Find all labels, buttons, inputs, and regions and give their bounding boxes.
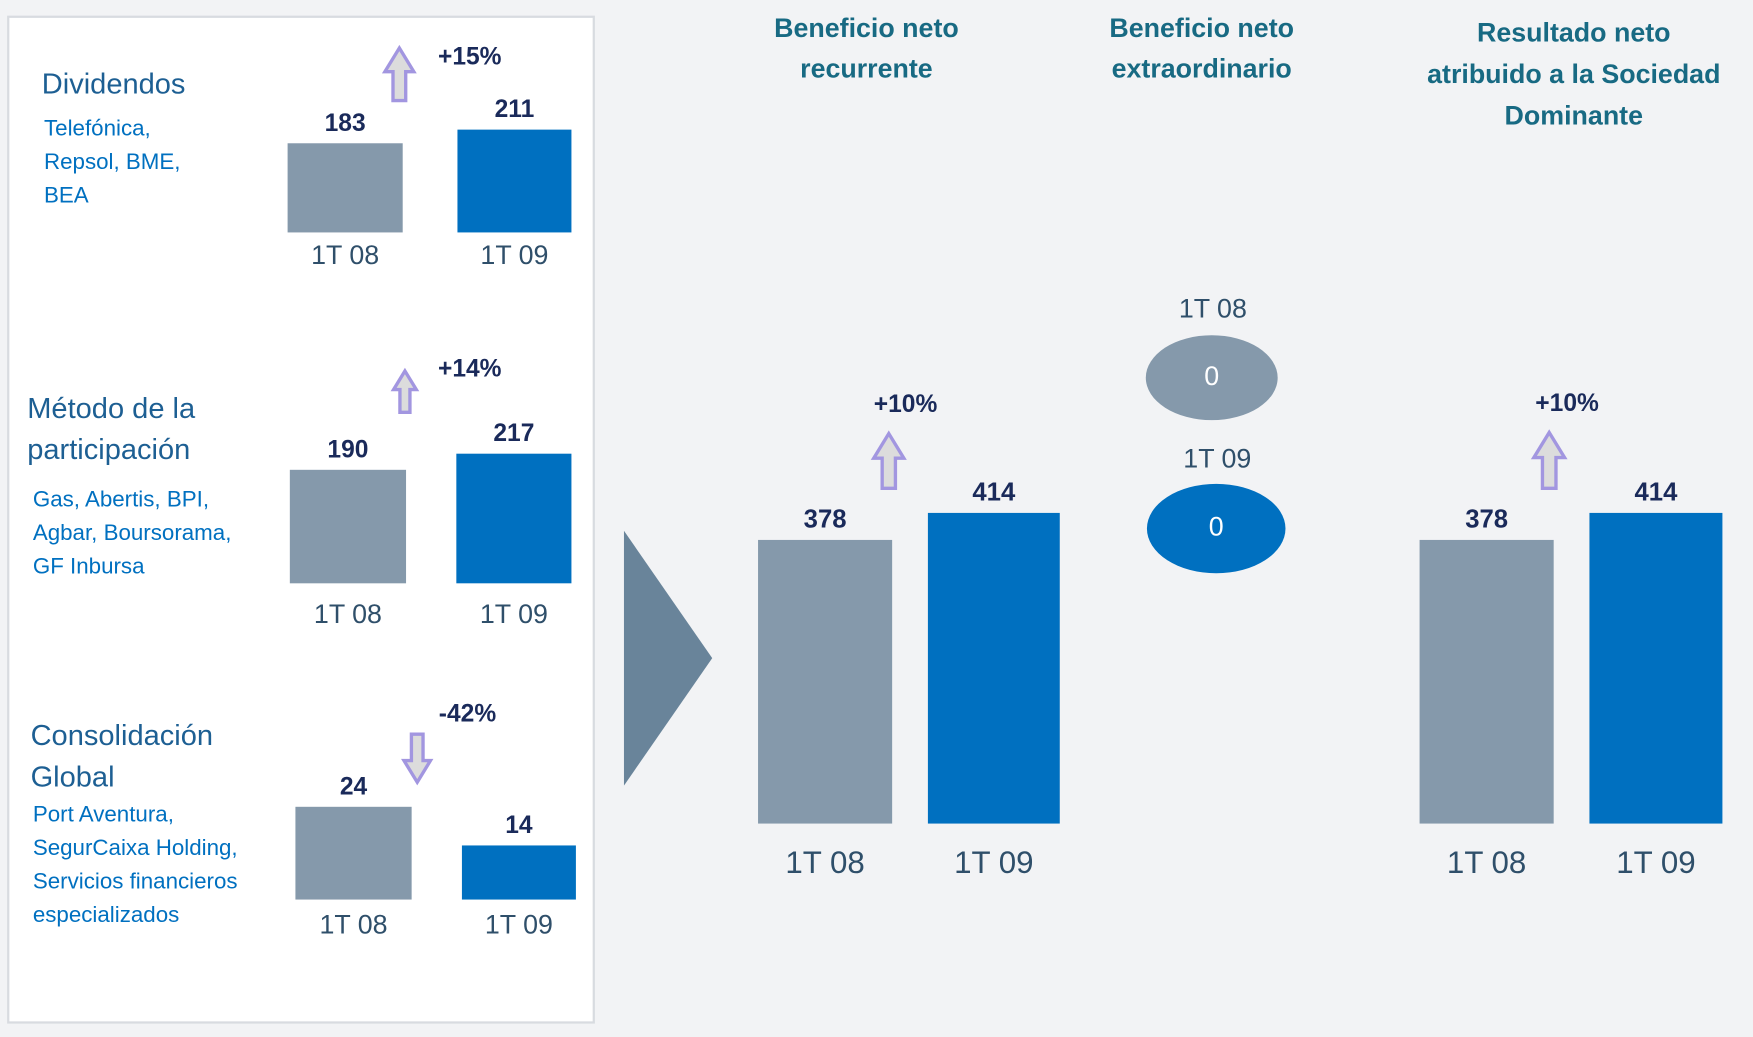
chart-subtitle: SegurCaixa Holding, <box>33 835 238 860</box>
bar <box>287 143 403 233</box>
change-arrow <box>870 430 907 491</box>
bar <box>456 453 572 584</box>
chart-title: Beneficio neto <box>1109 13 1294 43</box>
value-label: 183 <box>325 110 366 137</box>
category-label: 1T 09 <box>480 599 548 629</box>
category-label: 1T 08 <box>1447 845 1526 880</box>
chart-title: atribuido a la Sociedad <box>1427 59 1720 89</box>
chart-subtitle: GF Inbursa <box>33 554 145 579</box>
category-label: 1T 09 <box>1616 845 1695 880</box>
flow-arrow <box>623 530 713 786</box>
chart-title: Método de la <box>27 393 196 425</box>
chart-title: Dominante <box>1505 100 1643 130</box>
bar <box>289 469 407 584</box>
category-label: 1T 09 <box>1183 443 1251 473</box>
value-label: 190 <box>327 436 368 463</box>
bar <box>927 512 1060 824</box>
chart-title: Global <box>31 762 115 794</box>
change-arrow <box>1530 429 1568 491</box>
value-label: 14 <box>505 812 533 839</box>
value-label: 414 <box>972 479 1016 507</box>
change-label: +10% <box>874 391 938 418</box>
category-label: 1T 08 <box>314 599 382 629</box>
category-label: 1T 08 <box>311 240 379 270</box>
value-label: 378 <box>804 506 847 534</box>
bar <box>1419 539 1554 824</box>
chart-title: Resultado neto <box>1477 18 1671 48</box>
value-ellipse <box>1145 335 1278 421</box>
value-label: 217 <box>493 420 534 447</box>
chart-title: Beneficio neto <box>774 13 959 43</box>
value-label: 0 <box>1209 512 1224 542</box>
category-label: 1T 08 <box>785 845 864 880</box>
value-label: 378 <box>1465 506 1508 534</box>
chart-title: Consolidación <box>31 720 213 752</box>
chart-subtitle: BEA <box>44 183 89 208</box>
change-arrow <box>390 367 420 415</box>
value-label: 211 <box>495 96 535 123</box>
value-label: 0 <box>1204 361 1219 391</box>
bar <box>295 806 412 900</box>
bar <box>758 539 893 824</box>
category-label: 1T 09 <box>485 909 553 939</box>
chart-subtitle: Telefónica, <box>44 116 151 141</box>
change-label: +15% <box>438 44 502 71</box>
chart-subtitle: Agbar, Boursorama, <box>33 520 232 545</box>
change-label: +14% <box>438 355 502 382</box>
bar <box>461 845 576 900</box>
chart-subtitle: Servicios financieros <box>33 869 238 894</box>
chart-subtitle: Repsol, BME, <box>44 149 181 174</box>
category-label: 1T 09 <box>480 240 548 270</box>
value-ellipse <box>1146 483 1286 574</box>
change-arrow <box>401 732 434 786</box>
category-label: 1T 08 <box>320 909 388 939</box>
chart-title: extraordinario <box>1112 53 1292 83</box>
change-label: +10% <box>1535 390 1599 417</box>
category-label: 1T 09 <box>954 845 1033 880</box>
category-label: 1T 08 <box>1179 294 1247 324</box>
change-arrow <box>381 44 417 103</box>
chart-title: participación <box>27 434 190 466</box>
bar <box>1589 512 1723 824</box>
value-label: 414 <box>1634 479 1678 507</box>
chart-title: Dividendos <box>42 69 186 101</box>
bar <box>457 129 572 233</box>
chart-title: recurrente <box>800 53 933 83</box>
chart-subtitle: Gas, Abertis, BPI, <box>33 487 209 512</box>
chart-subtitle: Port Aventura, <box>33 802 174 827</box>
chart-subtitle: especializados <box>33 902 179 927</box>
value-label: 24 <box>340 773 368 800</box>
change-label: -42% <box>439 701 497 728</box>
